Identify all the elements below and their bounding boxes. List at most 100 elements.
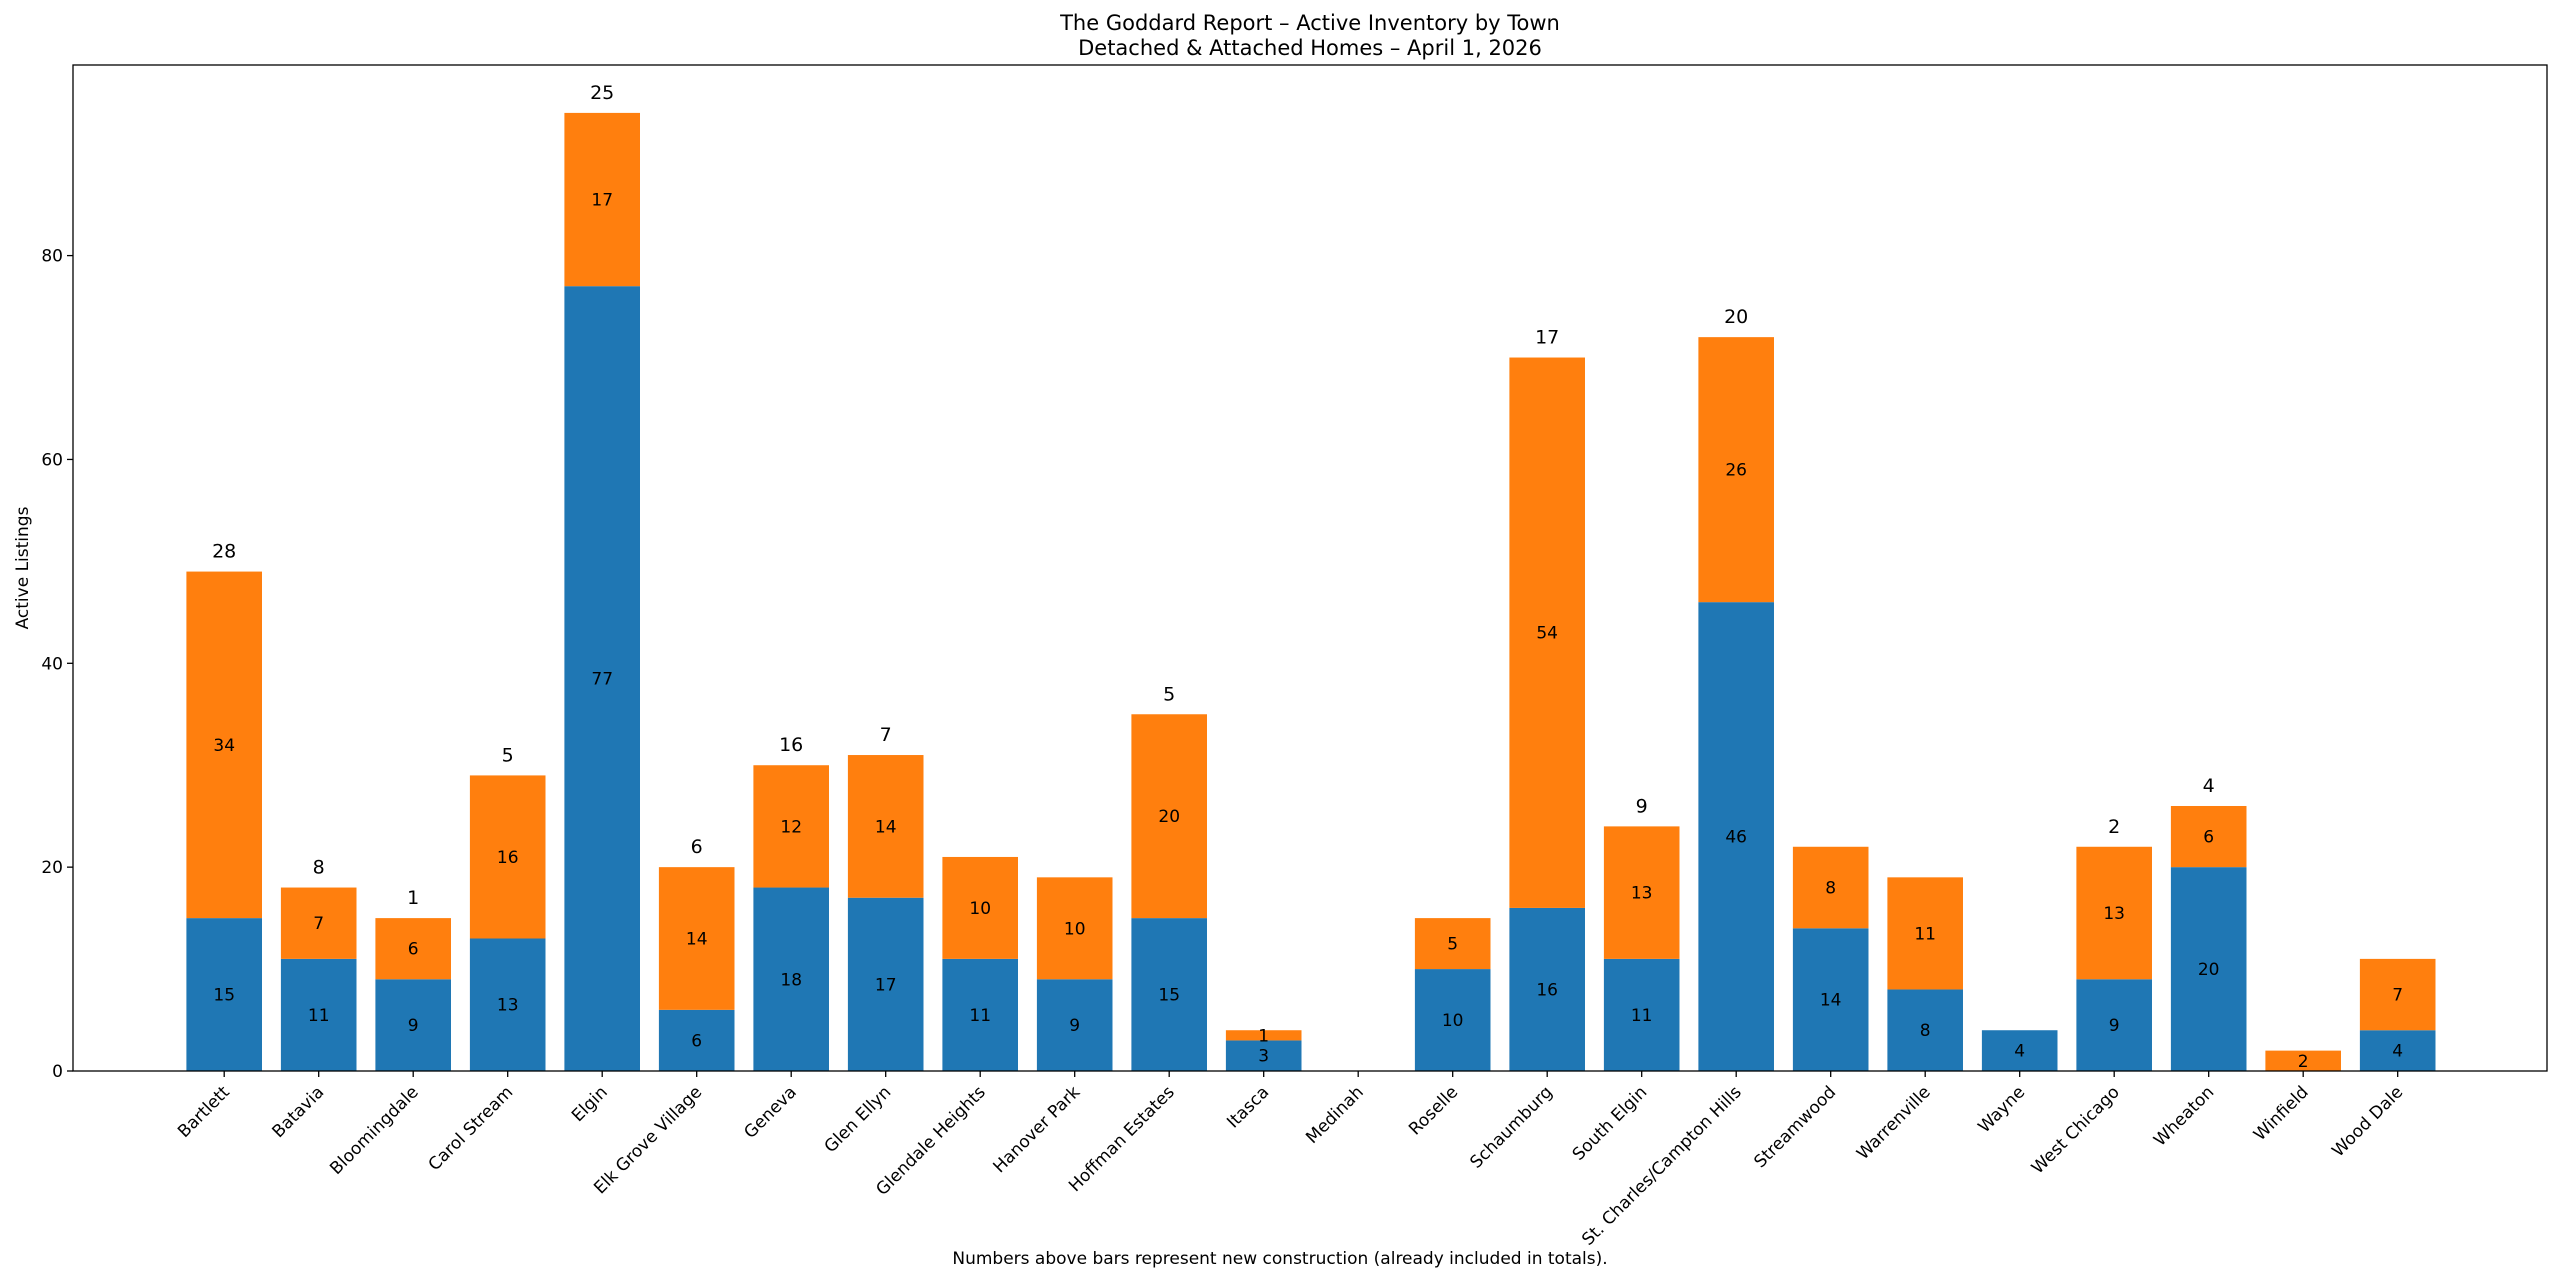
- bar-segment: [1887, 877, 1963, 990]
- bar-value-label: 10: [1442, 1011, 1464, 1031]
- bar-segment: [942, 856, 1018, 959]
- bar-value-label: 7: [313, 914, 324, 934]
- bar-value-label: 16: [1536, 980, 1558, 1000]
- bar-segment: [2359, 1030, 2436, 1071]
- y-tick-label: 60: [41, 450, 63, 470]
- y-tick-label: 0: [52, 1062, 63, 1082]
- bar-segment: [1225, 1030, 1302, 1041]
- bar-segment: [942, 958, 1018, 1071]
- bar-value-label: 46: [1725, 828, 1747, 848]
- bar-segment: [564, 112, 640, 287]
- bar-value-label: 14: [1820, 991, 1842, 1011]
- chart-title: The Goddard Report – Active Inventory by…: [1059, 11, 1560, 35]
- new-construction-label: 9: [1636, 795, 1648, 817]
- x-tick-label: Wayne: [1974, 1082, 2029, 1137]
- x-tick-label: Bartlett: [174, 1082, 234, 1142]
- bar-value-label: 8: [1825, 879, 1836, 899]
- bar-value-label: 12: [780, 817, 802, 837]
- x-tick-label: Carol Stream: [425, 1082, 518, 1175]
- x-tick-label: Bloomingdale: [326, 1082, 422, 1178]
- bar-value-label: 14: [686, 929, 708, 949]
- x-tick-label: Wood Dale: [2328, 1082, 2407, 1161]
- bar-segment: [375, 979, 451, 1071]
- new-construction-label: 6: [691, 836, 703, 858]
- bar-value-label: 14: [875, 817, 897, 837]
- bar-segment: [847, 755, 924, 898]
- bar-value-label: 5: [1447, 935, 1458, 955]
- plot-frame: [72, 64, 2548, 1072]
- bar-segment: [1225, 1040, 1302, 1071]
- bar-value-label: 10: [969, 899, 991, 919]
- bar-value-label: 17: [591, 191, 613, 211]
- x-tick-label: Warrenville: [1853, 1082, 1935, 1164]
- bar-segment: [469, 938, 546, 1071]
- bar-segment: [1414, 969, 1491, 1071]
- x-tick-label: Streamwood: [1750, 1082, 1840, 1172]
- chart-subtitle: Detached & Attached Homes – April 1, 202…: [1078, 36, 1542, 60]
- bar-segment: [1981, 1030, 2058, 1071]
- bar-value-label: 6: [408, 940, 419, 960]
- bar-value-label: 9: [2109, 1016, 2120, 1036]
- new-construction-label: 7: [880, 724, 892, 746]
- y-tick-label: 80: [41, 247, 63, 267]
- bar-value-label: 20: [1158, 807, 1180, 827]
- bar-value-label: 9: [1069, 1016, 1080, 1036]
- bar-segment: [1698, 337, 1774, 603]
- bar-value-label: 26: [1725, 461, 1747, 481]
- bar-segment: [1603, 958, 1680, 1071]
- bar-value-label: 15: [1158, 986, 1180, 1006]
- bar-segment: [1792, 846, 1869, 929]
- bar-value-label: 4: [2392, 1042, 2403, 1062]
- bar-segment: [1698, 602, 1774, 1071]
- bar-segment: [2170, 805, 2247, 868]
- bar-segment: [2076, 846, 2152, 980]
- new-construction-label: 25: [590, 82, 614, 104]
- bar-segment: [847, 897, 924, 1071]
- new-construction-label: 16: [779, 734, 803, 756]
- bar-segment: [1887, 989, 1963, 1071]
- bar-value-label: 6: [691, 1031, 702, 1051]
- x-tick-label: Schaumburg: [1466, 1082, 1556, 1172]
- y-axis-label: Active Listings: [13, 506, 33, 629]
- new-construction-label: 28: [212, 541, 236, 563]
- x-tick-label: Wheaton: [2150, 1082, 2218, 1150]
- bar-value-label: 54: [1536, 624, 1558, 644]
- bar-value-label: 13: [1631, 884, 1653, 904]
- bar-segment: [2076, 979, 2152, 1071]
- x-tick-label: Winfield: [2250, 1082, 2313, 1145]
- x-tick-label: South Elgin: [1569, 1082, 1651, 1164]
- new-construction-label: 20: [1724, 306, 1748, 328]
- bar-value-label: 1: [1258, 1026, 1269, 1046]
- bar-value-label: 77: [591, 670, 613, 690]
- new-construction-label: 2: [2108, 816, 2120, 838]
- x-tick-label: Medinah: [1302, 1082, 1367, 1147]
- bar-value-label: 11: [308, 1006, 330, 1026]
- bar-segment: [1036, 979, 1113, 1071]
- bar-segment: [1603, 826, 1680, 959]
- bar-segment: [1509, 357, 1585, 908]
- bar-value-label: 9: [408, 1016, 419, 1036]
- x-tick-label: Batavia: [269, 1082, 329, 1142]
- bar-value-label: 18: [780, 970, 802, 990]
- new-construction-label: 5: [502, 744, 514, 766]
- bar-segment: [1792, 928, 1869, 1071]
- bar-value-label: 20: [2198, 960, 2220, 980]
- new-construction-label: 17: [1535, 327, 1559, 349]
- footnote: Numbers above bars represent new constru…: [952, 1249, 1607, 1269]
- y-tick-label: 20: [41, 858, 63, 878]
- bar-segment: [2359, 958, 2436, 1031]
- x-tick-label: Hanover Park: [989, 1082, 1084, 1177]
- bar-value-label: 7: [2392, 986, 2403, 1006]
- x-tick-label: Itasca: [1223, 1082, 1273, 1132]
- new-construction-label: 8: [313, 857, 325, 879]
- bar-value-label: 6: [2203, 828, 2214, 848]
- bar-value-label: 2: [2298, 1052, 2309, 1072]
- bar-segment: [1036, 877, 1113, 980]
- bar-segment: [375, 918, 451, 980]
- x-tick-label: Roselle: [1405, 1082, 1462, 1139]
- x-tick-label: Hoffman Estates: [1065, 1082, 1179, 1196]
- new-construction-label: 1: [407, 887, 419, 909]
- bar-segment: [753, 765, 829, 888]
- bar-segment: [1131, 714, 1207, 919]
